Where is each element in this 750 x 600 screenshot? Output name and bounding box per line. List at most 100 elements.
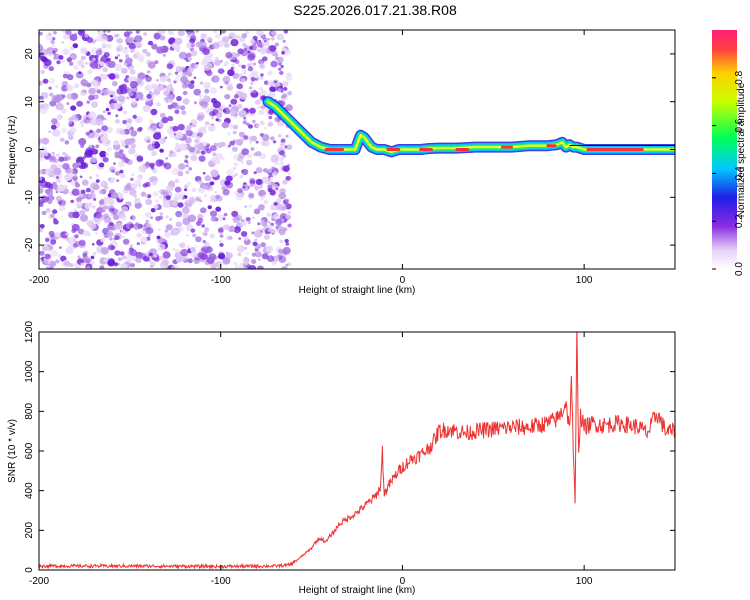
noise-blob (80, 64, 85, 69)
noise-blob (209, 210, 218, 217)
noise-blob (164, 231, 171, 238)
noise-blob (275, 56, 279, 61)
noise-blob (194, 245, 198, 248)
noise-blob (171, 199, 175, 203)
noise-blob (130, 48, 135, 53)
noise-blob (50, 124, 57, 130)
noise-blob (80, 124, 84, 128)
noise-blob (108, 90, 116, 98)
noise-blob (261, 133, 270, 142)
noise-blob (239, 174, 243, 179)
noise-blob (176, 148, 181, 153)
noise-blob (255, 124, 260, 128)
noise-blob (101, 92, 105, 96)
noise-blob (121, 255, 127, 260)
noise-blob (86, 219, 94, 227)
noise-blob (285, 175, 291, 181)
noise-blob (261, 39, 270, 47)
noise-blob (120, 229, 126, 234)
noise-blob (59, 246, 62, 249)
noise-blob (247, 221, 252, 225)
noise-blob (276, 56, 284, 63)
x-tick-label: -100 (211, 275, 231, 286)
noise-blob (137, 72, 146, 80)
noise-blob (167, 115, 174, 122)
noise-blob (52, 50, 56, 54)
noise-blob (203, 81, 212, 89)
noise-blob (130, 130, 138, 137)
noise-blob (140, 236, 148, 243)
noise-blob (254, 230, 263, 238)
noise-blob (231, 63, 235, 67)
noise-blob (236, 245, 245, 253)
y-tick-label: 20 (24, 48, 35, 60)
noise-blob (241, 148, 250, 156)
noise-blob (124, 145, 129, 149)
noise-blob (151, 150, 157, 157)
noise-blob (68, 121, 73, 125)
noise-blob (115, 44, 124, 53)
noise-blob (249, 45, 254, 50)
noise-blob (275, 187, 279, 191)
noise-blob (98, 162, 105, 168)
noise-blob (114, 250, 121, 256)
noise-blob (183, 57, 187, 61)
noise-blob (255, 151, 262, 157)
spectrogram-xlabel: Height of straight line (km) (299, 285, 416, 296)
noise-blob (188, 197, 196, 204)
noise-blob (262, 56, 268, 62)
noise-blob (258, 39, 262, 43)
noise-blob (121, 67, 128, 74)
noise-blob (48, 77, 56, 84)
noise-blob (142, 105, 151, 113)
noise-blob (88, 94, 95, 101)
noise-blob (251, 252, 257, 257)
noise-blob (72, 243, 78, 248)
noise-blob (229, 109, 238, 117)
noise-blob (229, 82, 233, 86)
noise-blob (105, 58, 109, 62)
colorbar-label: Normalized spectral amplitude (736, 82, 747, 217)
noise-blob (73, 83, 80, 89)
noise-blob (215, 153, 223, 160)
noise-blob (144, 181, 151, 187)
noise-blob (120, 139, 125, 144)
noise-blob (184, 155, 189, 159)
noise-blob (128, 147, 136, 155)
noise-blob (175, 74, 181, 79)
noise-blob (168, 72, 172, 76)
noise-blob (274, 162, 279, 166)
noise-blob (135, 251, 143, 259)
noise-blob (212, 42, 220, 49)
noise-blob (263, 126, 268, 130)
noise-blob (248, 88, 254, 93)
noise-blob (158, 195, 163, 199)
noise-blob (204, 227, 210, 232)
noise-blob (209, 195, 217, 203)
noise-blob (78, 239, 86, 247)
noise-blob (55, 153, 61, 158)
y-tick-label: 1000 (24, 360, 35, 383)
noise-blob (189, 122, 193, 126)
noise-blob (237, 48, 244, 55)
noise-blob (121, 215, 127, 221)
noise-blob (222, 257, 231, 265)
noise-blob (190, 154, 198, 162)
noise-blob (46, 190, 54, 197)
noise-blob (61, 127, 67, 133)
noise-blob (243, 116, 247, 120)
noise-blob (262, 139, 270, 147)
noise-blob (115, 114, 119, 118)
noise-blob (71, 114, 78, 120)
noise-blob (62, 48, 70, 56)
noise-blob (241, 161, 245, 164)
noise-blob (110, 192, 119, 199)
snr-plot (39, 332, 675, 570)
noise-blob (58, 55, 64, 60)
noise-blob (109, 237, 113, 241)
noise-blob (260, 104, 266, 110)
noise-blob (275, 198, 282, 204)
noise-blob (225, 251, 229, 254)
noise-blob (246, 159, 253, 166)
noise-blob (260, 196, 264, 201)
